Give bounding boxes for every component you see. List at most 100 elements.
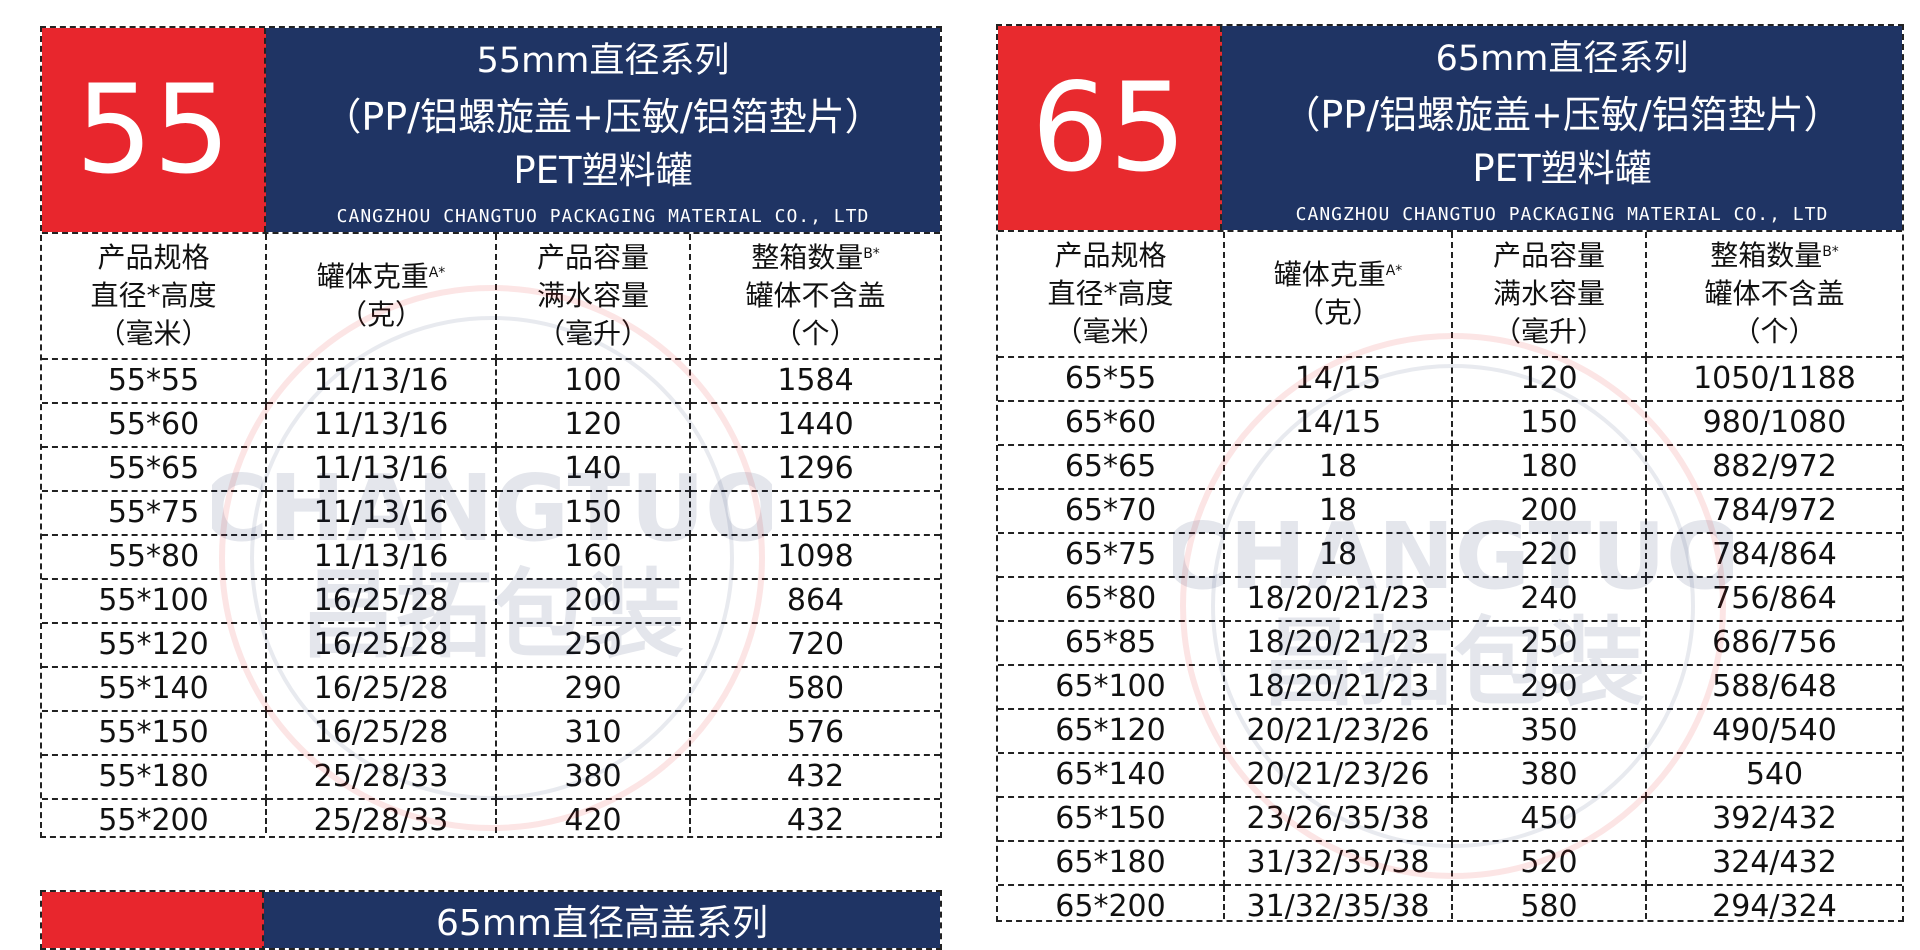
spec-table-55mm: 产品规格 直径*高度 （毫米） 罐体克重A* （克） 产品容量 满水容量 （毫升） 整箱数量B*… — [42, 234, 940, 836]
footnote-marker: A* — [1385, 263, 1403, 279]
column-header-line: 产品容量 — [497, 239, 689, 277]
table-cell: 150 — [1451, 400, 1647, 446]
series-title-box: 55mm直径系列 （PP/铝螺旋盖+压敏/铝箔垫片） PET塑料罐 CANGZH… — [266, 28, 940, 232]
table-cell: 240 — [1451, 576, 1647, 622]
column-header-line: 直径*高度 — [998, 275, 1223, 313]
column-header-text: （克） — [1295, 296, 1380, 329]
table-row: 55*75 11/13/16 150 1152 — [42, 490, 940, 536]
table-cell: 65*80 — [998, 576, 1225, 622]
table-cell: 980/1080 — [1645, 400, 1902, 446]
company-name: CANGZHOU CHANGTUO PACKAGING MATERIAL CO.… — [336, 206, 870, 227]
table-cell: 11/13/16 — [265, 534, 497, 580]
table-row: 65*200 31/32/35/38 580 294/324 — [998, 884, 1902, 920]
table-cell: 1296 — [689, 446, 940, 492]
header-65mm-high-cap: 65mm直径高盖系列 — [40, 890, 942, 950]
column-header-text: （毫升） — [1492, 315, 1605, 348]
table-row: 55*55 11/13/16 100 1584 — [42, 359, 940, 404]
table-cell: 65*60 — [998, 400, 1225, 446]
spec-table-65mm: 产品规格 直径*高度 （毫米） 罐体克重A* （克） 产品容量 满水容量 （毫升） 整箱数量B*… — [998, 232, 1902, 920]
table-row: 55*150 16/25/28 310 576 — [42, 710, 940, 756]
column-header-line: 满水容量 — [1453, 275, 1645, 313]
column-header-text: 产品容量 — [536, 241, 649, 274]
table-cell: 250 — [1451, 620, 1647, 666]
column-header-text: 满水容量 — [1492, 277, 1605, 310]
series-title-box: 65mm直径系列 （PP/铝螺旋盖+压敏/铝箔垫片） PET塑料罐 CANGZH… — [1222, 26, 1902, 230]
column-header-text: 整箱数量 — [1710, 239, 1823, 272]
column-header-text: （克） — [338, 298, 423, 331]
series-title: 65mm直径系列 — [1435, 39, 1689, 79]
table-cell: 1584 — [689, 359, 940, 404]
table-row: 55*180 25/28/33 380 432 — [42, 754, 940, 800]
table-cell: 200 — [495, 578, 691, 624]
table-cell: 16/25/28 — [265, 578, 497, 624]
table-cell: 1440 — [689, 402, 940, 448]
footnote-marker: A* — [428, 265, 446, 281]
table-cell: 20/21/23/26 — [1223, 752, 1453, 798]
table-cell: 55*200 — [42, 798, 267, 836]
table-row: 65*75 18 220 784/864 — [998, 532, 1902, 578]
table-cell: 140 — [495, 446, 691, 492]
table-cell: 18 — [1223, 488, 1453, 534]
table-cell: 420 — [495, 798, 691, 836]
footnote-marker: B* — [1822, 244, 1839, 260]
table-cell: 65*55 — [998, 357, 1225, 402]
table-cell: 1098 — [689, 534, 940, 580]
table-cell: 18 — [1223, 444, 1453, 490]
column-header-line: 罐体克重A* — [1225, 256, 1451, 294]
table-cell: 864 — [689, 578, 940, 624]
column-header-line: （克） — [1225, 294, 1451, 332]
column-header-line: 整箱数量B* — [691, 239, 940, 277]
table-cell: 250 — [495, 622, 691, 668]
column-header-line: 满水容量 — [497, 277, 689, 315]
column-header-line: 罐体不含盖 — [691, 277, 940, 315]
table-row: 55*120 16/25/28 250 720 — [42, 622, 940, 668]
table-cell: 55*80 — [42, 534, 267, 580]
table-cell: 290 — [1451, 664, 1647, 710]
series-title: 65mm直径高盖系列 — [264, 892, 940, 948]
column-header-line: 罐体不含盖 — [1647, 275, 1902, 313]
table-cell: 380 — [495, 754, 691, 800]
table-cell: 180 — [1451, 444, 1647, 490]
column-header-line: （克） — [267, 296, 495, 334]
column-header: 产品规格 直径*高度 （毫米） — [42, 234, 267, 360]
column-header-text: （个） — [1732, 315, 1817, 348]
table-cell: 65*150 — [998, 796, 1225, 842]
table-cell: 686/756 — [1645, 620, 1902, 666]
column-header-line: （毫升） — [497, 315, 689, 353]
table-cell: 31/32/35/38 — [1223, 840, 1453, 886]
column-header: 罐体克重A* （克） — [265, 234, 497, 360]
table-cell: 55*180 — [42, 754, 267, 800]
series-title: 55mm直径系列 — [476, 41, 730, 81]
table-cell: 220 — [1451, 532, 1647, 578]
series-badge: 55 — [42, 28, 266, 232]
column-header-text: 直径*高度 — [90, 279, 217, 312]
column-header-line: （毫米） — [998, 313, 1223, 351]
table-row: 65*100 18/20/21/23 290 588/648 — [998, 664, 1902, 710]
table-cell: 490/540 — [1645, 708, 1902, 754]
table-cell: 120 — [1451, 357, 1647, 402]
column-header-text: 罐体不含盖 — [745, 279, 886, 312]
table-cell: 18/20/21/23 — [1223, 620, 1453, 666]
header-65mm: 65 65mm直径系列 （PP/铝螺旋盖+压敏/铝箔垫片） PET塑料罐 CAN… — [998, 26, 1902, 232]
product-name: PET塑料罐 — [513, 149, 693, 192]
table-cell: 18/20/21/23 — [1223, 664, 1453, 710]
table-cell: 14/15 — [1223, 357, 1453, 402]
company-name: CANGZHOU CHANGTUO PACKAGING MATERIAL CO.… — [1295, 204, 1829, 225]
spec-sheet-55mm: 55 55mm直径系列 （PP/铝螺旋盖+压敏/铝箔垫片） PET塑料罐 CAN… — [40, 26, 942, 838]
table-cell: 1152 — [689, 490, 940, 536]
table-cell: 588/648 — [1645, 664, 1902, 710]
table-row: 65*150 23/26/35/38 450 392/432 — [998, 796, 1902, 842]
table-row: 55*65 11/13/16 140 1296 — [42, 446, 940, 492]
footnote-marker: B* — [863, 246, 880, 262]
table-cell: 392/432 — [1645, 796, 1902, 842]
table-row: 65*55 14/15 120 1050/1188 — [998, 357, 1902, 402]
column-header: 整箱数量B* 罐体不含盖 （个） — [689, 234, 940, 360]
table-cell: 160 — [495, 534, 691, 580]
series-badge: 65 — [998, 26, 1222, 230]
column-header-line: （毫米） — [42, 315, 265, 353]
table-cell: 65*85 — [998, 620, 1225, 666]
column-header-text: 满水容量 — [536, 279, 649, 312]
table-cell: 576 — [689, 710, 940, 756]
column-header: 产品容量满水容量 （毫升） — [495, 234, 691, 360]
table-cell: 55*65 — [42, 446, 267, 492]
